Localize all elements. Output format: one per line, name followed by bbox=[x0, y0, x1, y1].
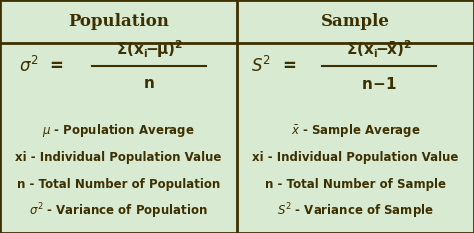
Text: n - Total Number of Population: n - Total Number of Population bbox=[17, 178, 220, 191]
Text: $\sigma^2$ - Variance of Population: $\sigma^2$ - Variance of Population bbox=[29, 201, 208, 221]
Text: Population: Population bbox=[68, 13, 169, 30]
Text: $S^2$  =: $S^2$ = bbox=[251, 56, 297, 76]
Text: $S^2$ - Variance of Sample: $S^2$ - Variance of Sample bbox=[277, 201, 434, 221]
Text: xi - Individual Population Value: xi - Individual Population Value bbox=[252, 151, 459, 164]
Text: $\mathbf{\Sigma(x_i\!\!-\!\!\mu)^2}$: $\mathbf{\Sigma(x_i\!\!-\!\!\mu)^2}$ bbox=[116, 38, 183, 60]
Text: $\mathbf{n}$: $\mathbf{n}$ bbox=[144, 76, 155, 91]
Text: n - Total Number of Sample: n - Total Number of Sample bbox=[265, 178, 446, 191]
Text: $\mathbf{\Sigma(x_i\!\!-\!\!\bar{x})^2}$: $\mathbf{\Sigma(x_i\!\!-\!\!\bar{x})^2}$ bbox=[346, 38, 412, 60]
Text: $\mu$ - Population Average: $\mu$ - Population Average bbox=[42, 122, 195, 139]
Text: $\mathbf{n\!-\!1}$: $\mathbf{n\!-\!1}$ bbox=[361, 76, 397, 92]
Text: Sample: Sample bbox=[321, 13, 390, 30]
Text: xi - Individual Population Value: xi - Individual Population Value bbox=[15, 151, 222, 164]
Text: $\bar{x}$ - Sample Average: $\bar{x}$ - Sample Average bbox=[291, 122, 420, 139]
Text: $\sigma^2$  =: $\sigma^2$ = bbox=[19, 56, 64, 76]
